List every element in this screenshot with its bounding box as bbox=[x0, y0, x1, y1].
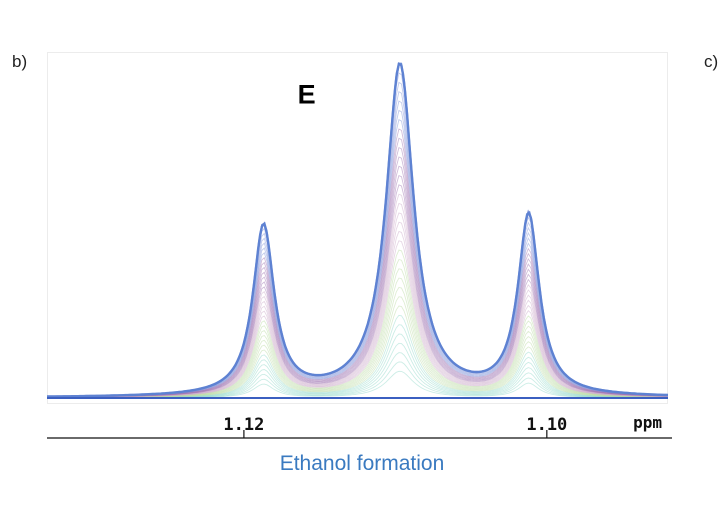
chart-caption: Ethanol formation bbox=[279, 452, 445, 475]
spectrum-trace-11 bbox=[47, 277, 668, 398]
spectrum-trace-14 bbox=[46, 249, 669, 398]
spectrum-trace-21 bbox=[46, 184, 668, 398]
spectrum-trace-15 bbox=[47, 240, 668, 398]
spectrum-trace-18 bbox=[47, 212, 669, 398]
spectrum-trace-13 bbox=[47, 258, 669, 398]
plot-frame bbox=[47, 52, 668, 404]
spectrum-trace-19 bbox=[47, 202, 669, 398]
spectrum-trace-12 bbox=[47, 268, 669, 398]
spectrum-trace-10 bbox=[47, 286, 668, 398]
panel-label-b: b) bbox=[12, 52, 28, 71]
x-tick-label-1: 1.12 bbox=[223, 415, 264, 435]
spectrum-envelope bbox=[47, 62, 668, 398]
spectrum-trace-17 bbox=[47, 221, 668, 398]
peak-annotation-1: E bbox=[298, 80, 316, 110]
spectrum-trace-34 bbox=[47, 61, 669, 398]
spectrum-trace-20 bbox=[47, 193, 669, 398]
panel-label-c: c) bbox=[704, 52, 719, 71]
spectrum-trace-9 bbox=[46, 296, 668, 399]
x-tick-label-2: 1.10 bbox=[526, 415, 567, 435]
spectrum-trace-16 bbox=[47, 230, 668, 398]
spectrum-trace-22 bbox=[47, 174, 668, 398]
x-axis-label: ppm bbox=[633, 413, 662, 432]
spectrum-trace-8 bbox=[47, 305, 668, 399]
